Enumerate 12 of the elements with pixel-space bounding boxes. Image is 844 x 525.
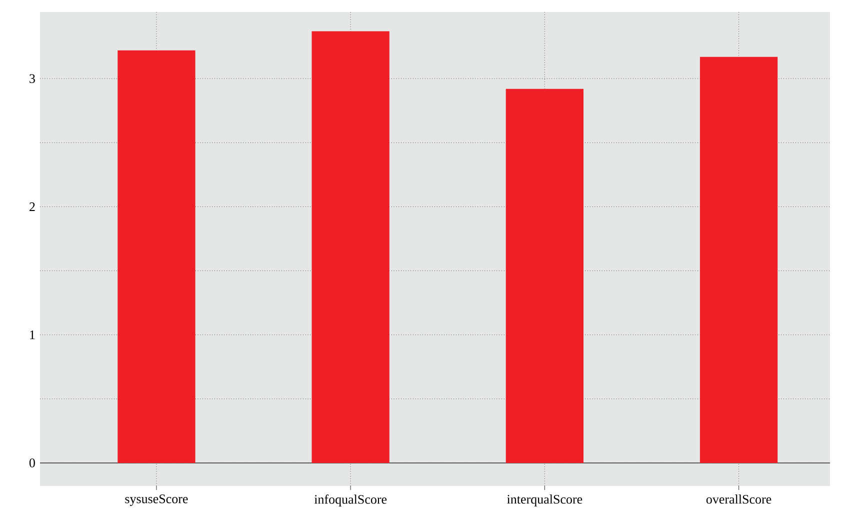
y-tick-label: 0 — [29, 458, 35, 468]
bar — [506, 88, 584, 463]
x-tick-label: interqualScore — [507, 494, 582, 506]
x-tick-label: sysuseScore — [125, 494, 188, 506]
bar — [118, 50, 196, 463]
bar — [700, 56, 778, 463]
x-tick-label: infoqualScore — [314, 494, 387, 506]
y-tick-label: 1 — [30, 330, 35, 340]
y-tick-label: 3 — [30, 74, 35, 83]
y-tick-label: 2 — [30, 202, 35, 212]
bar — [312, 31, 390, 463]
x-tick-label: overallScore — [706, 494, 772, 504]
